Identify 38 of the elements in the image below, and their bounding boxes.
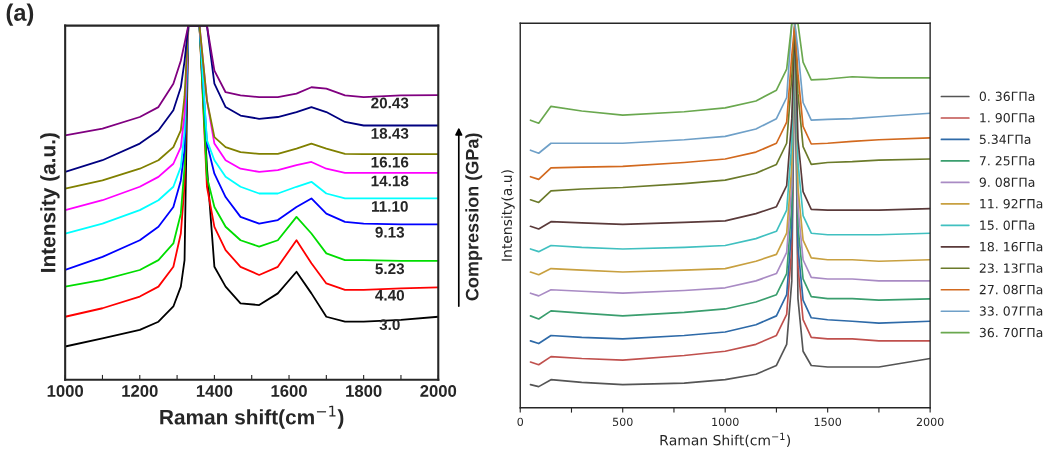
series-label: 9.13 <box>375 226 405 238</box>
y-axis-title: Intensity (a.u.) <box>40 133 60 272</box>
legend-label: 18. 16ГПа <box>980 241 1043 252</box>
series-label: 5.23 <box>375 263 405 275</box>
x-tick-label: 1800 <box>346 385 382 397</box>
legend-label: 15. 0ГПа <box>980 220 1035 230</box>
x-tick-label: 1000 <box>47 385 84 397</box>
x-axis-title: Raman shift(cm$^{−1}$) <box>160 405 344 429</box>
legend-label: 33. 07ГПа <box>979 306 1043 316</box>
chart-title: (a) <box>6 3 34 26</box>
x-axis-title: Raman Shift(cm$^{−1}$) <box>660 432 791 448</box>
text: Compression (GPa) <box>465 133 483 301</box>
x-tick-label: 1500 <box>814 417 842 427</box>
series-label: 16.16 <box>371 156 409 168</box>
series-label: 3.0 <box>379 319 400 331</box>
x-tick-label: 2000 <box>420 385 457 397</box>
legend-label: 0. 36ГПа <box>979 91 1035 102</box>
x-tick-label: 1200 <box>122 385 158 397</box>
series-label: 11.10 <box>372 200 408 212</box>
legend-label: 1. 90ГПа <box>980 113 1035 123</box>
x-tick-label: 1000 <box>712 417 739 427</box>
series-label: 20.43 <box>371 97 409 109</box>
legend-label: 9. 08ГПа <box>979 177 1035 187</box>
series-label: 18.43 <box>371 128 409 139</box>
legend-label: 5.34ГПа <box>979 134 1031 144</box>
legend-label: 36. 70ГПа <box>979 327 1043 338</box>
legend-label: 27. 08ГПа <box>979 284 1043 295</box>
y-axis-title: Intensity(a.u) <box>501 170 515 261</box>
x-tick-label: 1600 <box>271 385 307 397</box>
x-tick-label: 500 <box>612 417 633 427</box>
x-tick-label: 1400 <box>196 385 233 397</box>
legend-label: 7. 25ГПа <box>979 156 1035 166</box>
legend-label: 11. 92ГПа <box>980 198 1043 209</box>
legend-label: 23. 13ГПа <box>979 263 1043 273</box>
x-tick-label: 2000 <box>916 417 944 427</box>
series-label: 4.40 <box>375 289 405 301</box>
x-tick-label: 0 <box>517 417 524 427</box>
series-label: 14.18 <box>371 175 409 187</box>
